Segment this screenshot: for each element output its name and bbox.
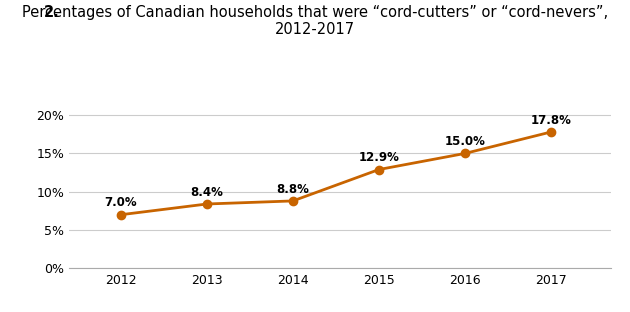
- Text: 8.8%: 8.8%: [277, 183, 309, 196]
- Text: 12.9%: 12.9%: [358, 151, 399, 164]
- Text: Percentages of Canadian households that were “cord-cutters” or “cord-nevers”,
20: Percentages of Canadian households that …: [22, 5, 608, 37]
- Text: 8.4%: 8.4%: [190, 186, 224, 199]
- Text: 7.0%: 7.0%: [105, 196, 137, 209]
- Text: 17.8%: 17.8%: [530, 114, 571, 127]
- Text: 2.: 2.: [44, 5, 60, 20]
- Text: 15.0%: 15.0%: [444, 135, 485, 148]
